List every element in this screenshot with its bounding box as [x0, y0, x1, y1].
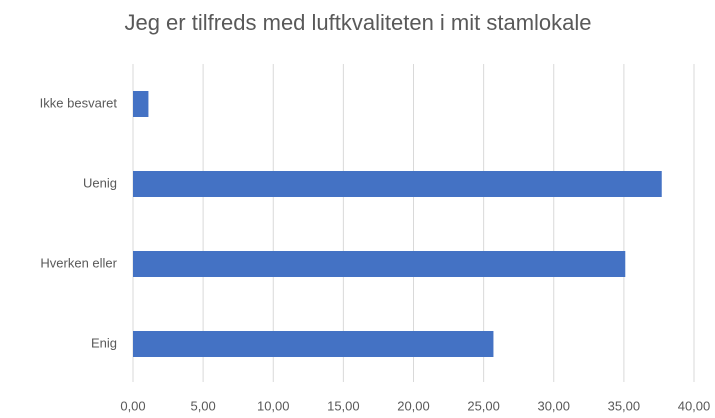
bar — [133, 171, 662, 197]
y-tick-label: Ikke besvaret — [40, 95, 118, 110]
x-tick-label: 40,00 — [678, 398, 711, 413]
x-tick-label: 30,00 — [537, 398, 570, 413]
x-tick-label: 35,00 — [608, 398, 641, 413]
x-tick-label: 5,00 — [190, 398, 215, 413]
x-tick-label: 0,00 — [120, 398, 145, 413]
x-tick-label: 15,00 — [327, 398, 360, 413]
x-tick-label: 20,00 — [397, 398, 430, 413]
y-tick-label: Hverken eller — [40, 255, 117, 270]
x-tick-label: 10,00 — [257, 398, 290, 413]
y-tick-label: Enig — [91, 335, 117, 350]
chart-title: Jeg er tilfreds med luftkvaliteten i mit… — [124, 10, 591, 35]
y-tick-label: Uenig — [83, 175, 117, 190]
bar — [133, 91, 149, 117]
bar — [133, 251, 626, 277]
bar — [133, 331, 494, 357]
x-tick-label: 25,00 — [467, 398, 500, 413]
